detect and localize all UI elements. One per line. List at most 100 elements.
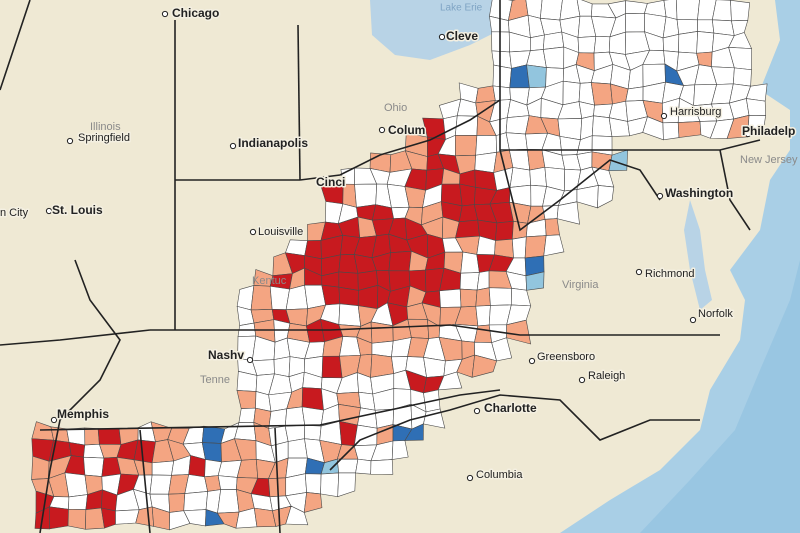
county <box>388 250 412 272</box>
county <box>407 318 430 339</box>
county <box>115 509 140 525</box>
place-label: Ohio <box>384 102 407 114</box>
county <box>273 356 291 378</box>
county <box>475 305 491 327</box>
county <box>544 218 560 236</box>
county <box>304 424 322 441</box>
county <box>662 122 680 141</box>
place-label: St. Louis <box>52 203 103 217</box>
county <box>370 459 394 475</box>
border <box>139 429 151 533</box>
place-label: Louisville <box>258 226 303 238</box>
city-dot <box>229 142 237 150</box>
county <box>354 183 378 208</box>
state-borders <box>0 0 761 533</box>
border <box>719 149 751 231</box>
county <box>238 407 256 423</box>
county <box>304 473 322 495</box>
county <box>455 219 480 239</box>
county <box>459 272 480 291</box>
county <box>488 287 513 306</box>
county <box>492 85 511 101</box>
county <box>608 149 628 172</box>
county <box>593 36 611 54</box>
county <box>149 474 172 495</box>
county <box>217 489 240 514</box>
county <box>184 474 209 494</box>
county <box>509 64 530 89</box>
county <box>336 458 359 474</box>
county <box>68 494 88 510</box>
border <box>39 389 501 431</box>
place-label: Harrisburg <box>670 106 721 118</box>
county <box>577 36 597 54</box>
city-dot <box>578 376 586 384</box>
city-dot <box>161 10 169 18</box>
border <box>499 149 661 232</box>
city-dot <box>246 356 254 364</box>
ocean <box>560 0 800 533</box>
county <box>250 285 273 311</box>
county <box>455 135 478 157</box>
county <box>201 442 222 463</box>
county <box>303 492 323 513</box>
counties <box>31 0 768 531</box>
lake-erie <box>370 0 505 60</box>
place-label: Raleigh <box>588 370 625 382</box>
county <box>730 0 751 22</box>
county <box>697 19 715 34</box>
place-label: Norfolk <box>698 308 733 320</box>
border <box>0 0 31 91</box>
county <box>529 166 547 187</box>
place-label: Kentuc <box>252 275 287 287</box>
county <box>285 473 307 497</box>
county <box>188 455 206 478</box>
county <box>526 64 547 89</box>
place-label: Illinois <box>90 121 121 133</box>
county <box>492 64 512 89</box>
city-dot <box>45 207 53 215</box>
county <box>732 67 752 87</box>
place-label: Colum <box>388 123 425 137</box>
place-label: Cleve <box>446 29 478 43</box>
city-dot <box>528 357 536 365</box>
county <box>64 472 88 498</box>
county <box>676 0 700 21</box>
city-dot <box>249 228 257 236</box>
county <box>337 472 356 498</box>
county <box>321 355 343 379</box>
county <box>320 472 340 498</box>
place-label: Philadelp <box>742 124 795 138</box>
county <box>357 407 378 429</box>
county <box>491 337 513 362</box>
place-labels: Chicago Lake Erie Cleve Ohio Colum IllinoisSp… <box>0 2 798 482</box>
county <box>542 46 565 69</box>
county <box>505 132 528 151</box>
city-dot <box>660 112 668 120</box>
place-label: Lake Erie <box>440 2 483 13</box>
county <box>338 286 359 307</box>
county <box>625 13 645 33</box>
county <box>542 31 565 50</box>
place-label: Richmond <box>645 268 695 280</box>
border <box>499 0 761 151</box>
county <box>696 31 715 54</box>
border <box>150 324 720 336</box>
city-dot <box>438 33 446 41</box>
county <box>460 251 480 274</box>
county <box>747 115 766 138</box>
county <box>83 456 105 477</box>
place-label: Washington <box>665 186 733 200</box>
county <box>423 356 446 378</box>
place-label: Indianapolis <box>238 136 308 150</box>
county <box>437 371 463 391</box>
city-dot <box>50 416 58 424</box>
county <box>475 287 491 307</box>
county <box>404 423 424 441</box>
city-dot <box>466 474 474 482</box>
place-label: Tenne <box>200 374 230 386</box>
city-dot <box>656 192 664 200</box>
county <box>511 236 527 259</box>
county <box>476 270 490 291</box>
